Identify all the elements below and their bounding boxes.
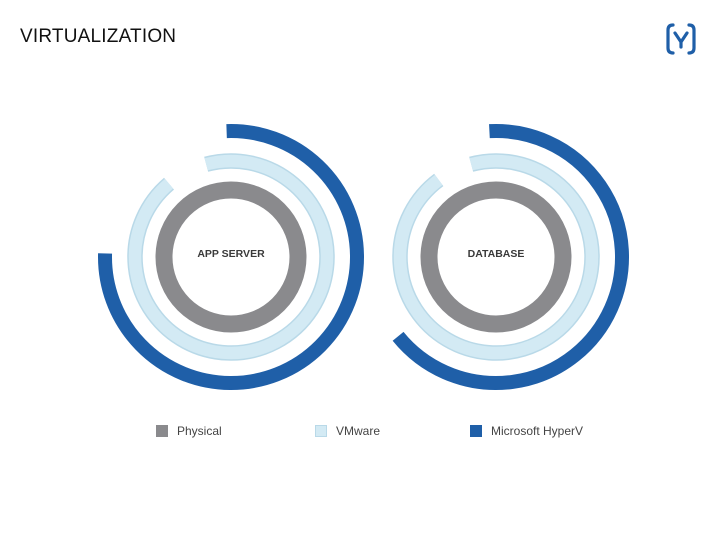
legend-swatch-vmware (315, 425, 327, 437)
legend-label-hyperv: Microsoft HyperV (491, 424, 584, 438)
bracket-gamma-logo-icon (666, 23, 696, 55)
app-server-chart: APP SERVER (98, 124, 364, 390)
app-server-physical-ring (155, 181, 307, 333)
database-vmware-arc-fill (393, 154, 599, 360)
legend-item-physical: Physical (156, 424, 222, 438)
app-server-vmware-arc-fill (128, 154, 334, 360)
app-server-label: APP SERVER (197, 248, 265, 260)
legend-label-vmware: VMware (336, 424, 381, 438)
legend-label-physical: Physical (177, 424, 222, 438)
app-server-hyperv-arc (98, 124, 364, 390)
legend: Physical VMware Microsoft HyperV (0, 424, 720, 440)
database-physical-ring (420, 181, 572, 333)
database-label: DATABASE (468, 248, 525, 260)
database-chart: DATABASE (392, 124, 629, 390)
legend-item-hyperv: Microsoft HyperV (470, 424, 583, 438)
legend-swatch-hyperv (470, 425, 482, 437)
database-hyperv-arc (392, 124, 629, 390)
page-title: VIRTUALIZATION (20, 26, 177, 47)
legend-swatch-physical (156, 425, 168, 437)
legend-item-vmware: VMware (315, 424, 380, 438)
